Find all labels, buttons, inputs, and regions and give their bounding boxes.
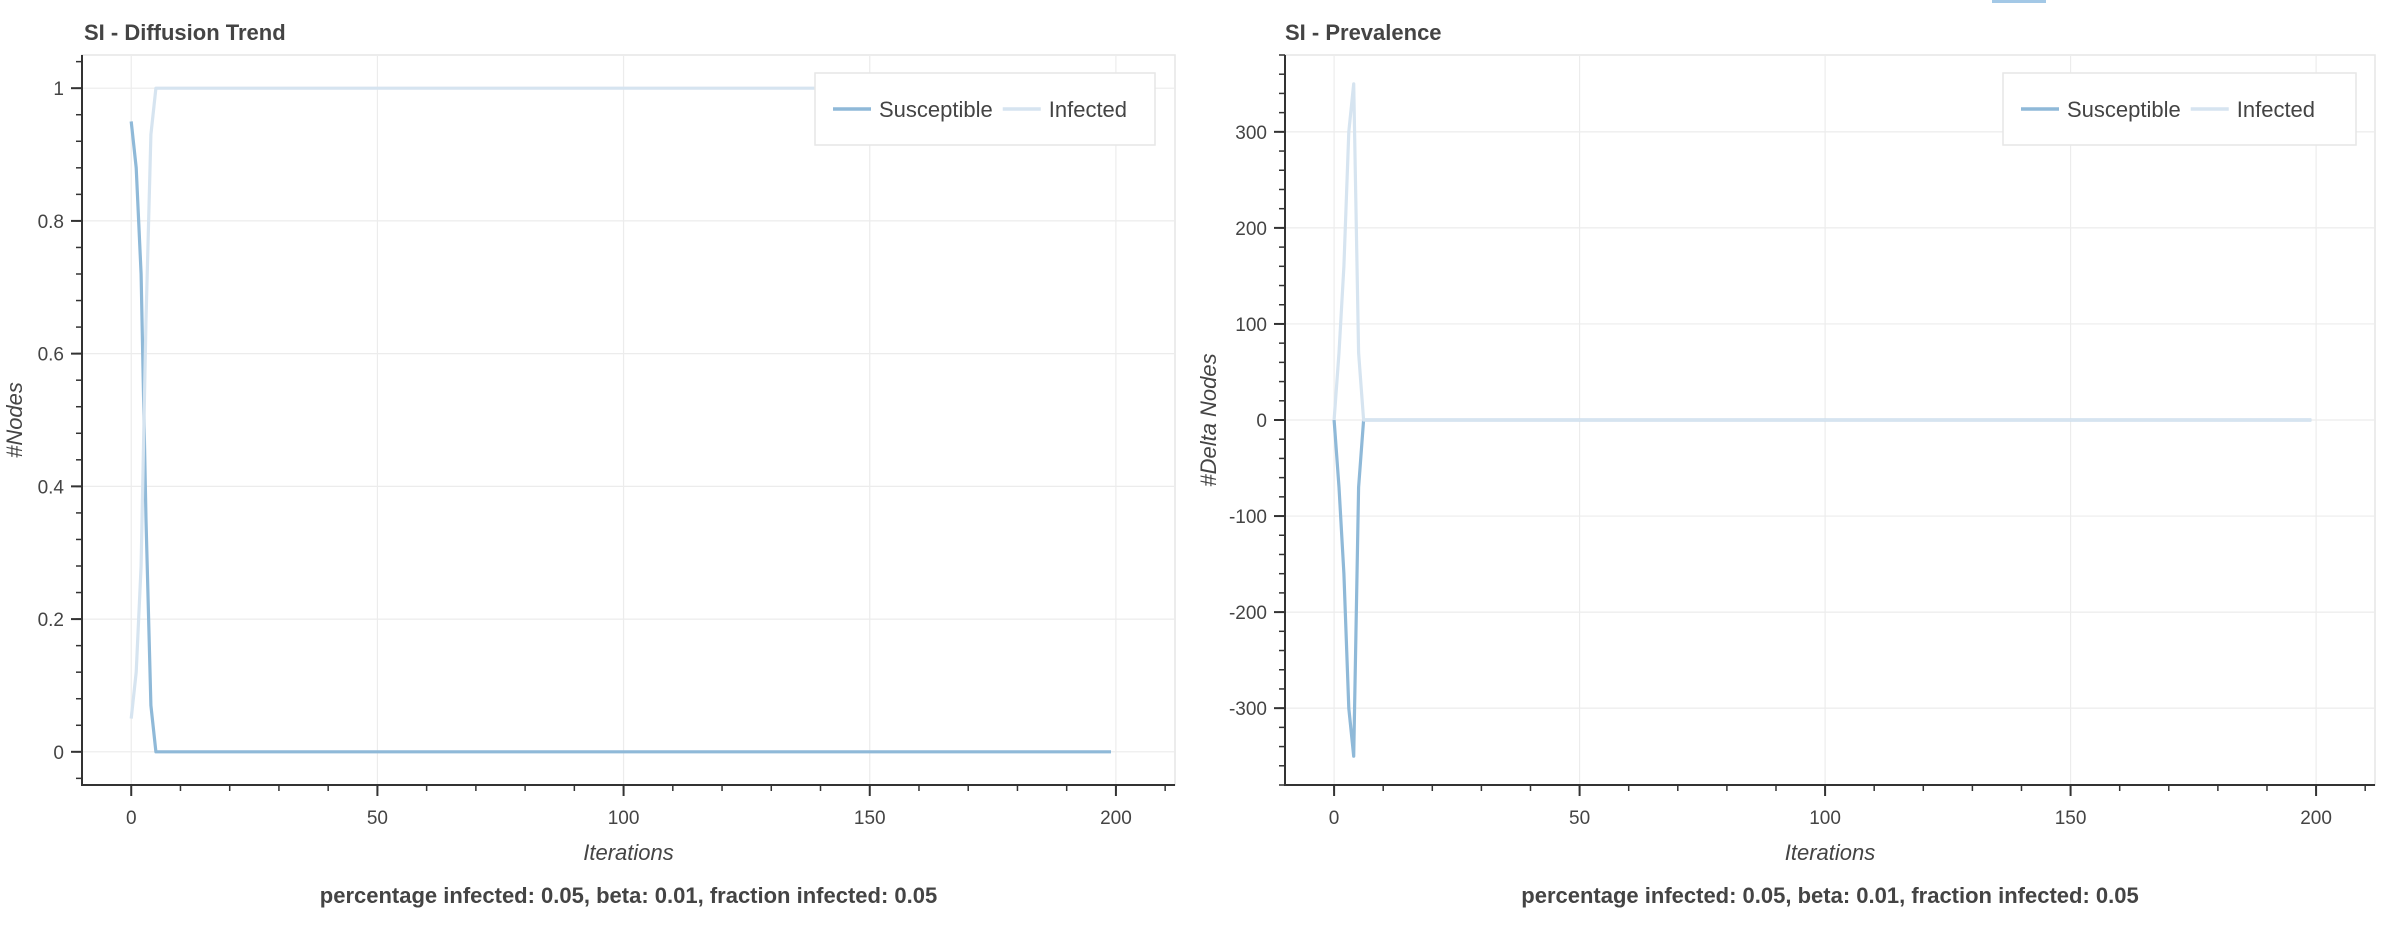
y-tick-label: 300 <box>1235 123 1267 144</box>
legend-item-infected[interactable]: Infected <box>1002 97 1127 122</box>
x-axis-label: Iterations <box>1785 840 1876 865</box>
y-tick-label: 0 <box>1256 411 1267 432</box>
x-tick-label: 150 <box>854 808 886 829</box>
x-tick-label: 0 <box>126 808 137 829</box>
series-line-infected <box>129 86 1111 719</box>
legend-label: Susceptible <box>2067 97 2181 122</box>
chart-si-prevalence: SI - Prevalence 0 50 100 150 200 -300 -200 -100 0… <box>1196 20 2376 908</box>
legend-box <box>2002 72 2357 146</box>
series-line-susceptible <box>129 121 1111 754</box>
legend-label: Infected <box>1049 97 1127 122</box>
y-tick-label: 0.2 <box>38 610 64 631</box>
chart-title: SI - Prevalence <box>1285 20 1442 45</box>
chart-caption: percentage infected: 0.05, beta: 0.01, f… <box>320 883 937 908</box>
plot-frame <box>81 54 1176 786</box>
chart-si-diffusion-trend: SI - Diffusion Trend 0 50 100 150 200 0 0.2 0.4 0… <box>2 20 1176 908</box>
legend: Susceptible Infected <box>814 72 1156 146</box>
y-tick-label: 0.6 <box>38 345 64 366</box>
legend-box <box>814 72 1156 146</box>
y-tick-label: 200 <box>1235 219 1267 240</box>
legend-item-susceptible[interactable]: Susceptible <box>2021 97 2181 122</box>
y-tick-label: 1 <box>53 79 64 100</box>
y-tick-label: -200 <box>1229 603 1267 624</box>
legend-label: Infected <box>2237 97 2315 122</box>
x-tick-label: 200 <box>1100 808 1132 829</box>
y-tick-label: 0.8 <box>38 212 64 233</box>
x-tick-label: 150 <box>2055 808 2087 829</box>
y-tick-label: 0.4 <box>38 477 65 498</box>
x-tick-label: 50 <box>367 808 388 829</box>
chart-title: SI - Diffusion Trend <box>84 20 286 45</box>
x-tick-label: 100 <box>608 808 640 829</box>
x-tick-label: 0 <box>1329 808 1340 829</box>
series-line-infected <box>1332 82 2312 422</box>
y-axis-label: #Nodes <box>2 382 27 458</box>
x-tick-label: 200 <box>2300 808 2332 829</box>
x-tick-label: 100 <box>1809 808 1841 829</box>
legend-item-susceptible[interactable]: Susceptible <box>833 97 993 122</box>
legend-label: Susceptible <box>879 97 993 122</box>
series-line-susceptible <box>1332 418 2312 758</box>
y-axis-label: #Delta Nodes <box>1196 353 1221 486</box>
chart-caption: percentage infected: 0.05, beta: 0.01, f… <box>1521 883 2138 908</box>
y-tick-label: -300 <box>1229 699 1267 720</box>
accent-bar <box>1992 0 2046 3</box>
y-tick-label: 0 <box>53 743 64 764</box>
y-tick-label: 100 <box>1235 315 1267 336</box>
x-axis-label: Iterations <box>583 840 674 865</box>
legend: Susceptible Infected <box>2002 72 2357 146</box>
legend-item-infected[interactable]: Infected <box>2190 97 2315 122</box>
x-tick-label: 50 <box>1569 808 1590 829</box>
y-tick-label: -100 <box>1229 507 1267 528</box>
